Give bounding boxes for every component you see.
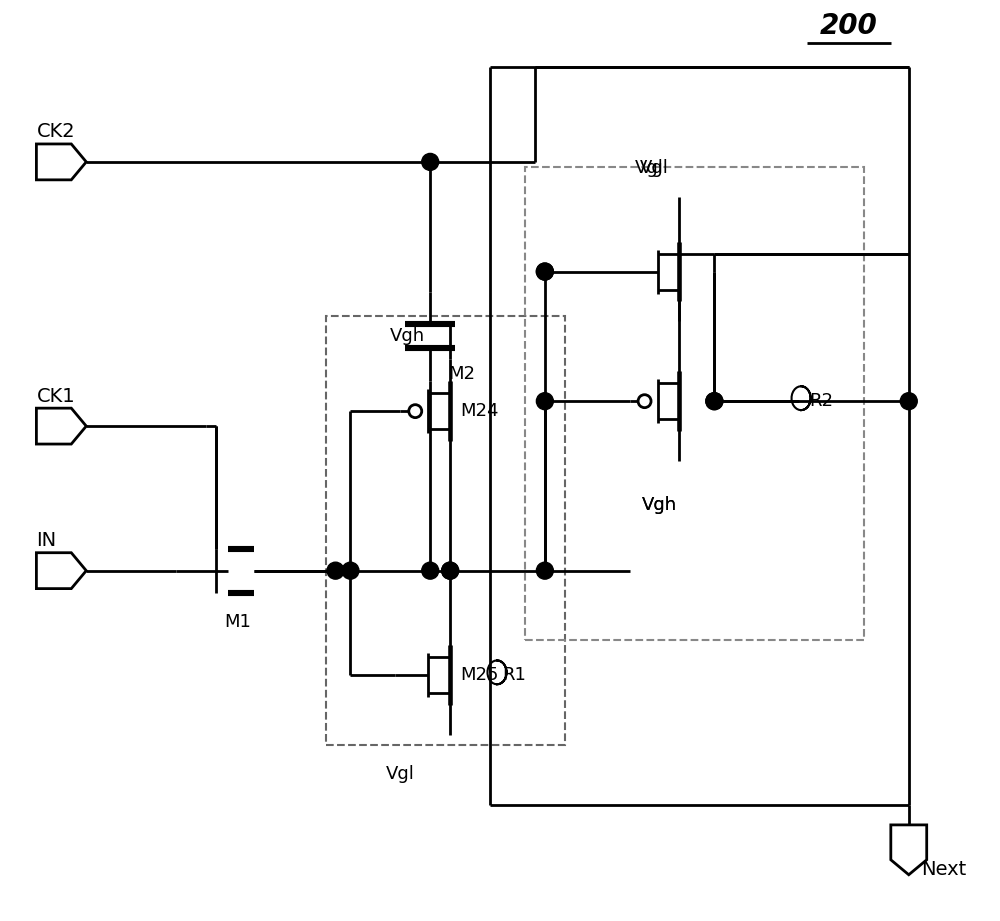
Bar: [326, 317, 565, 745]
Circle shape: [536, 562, 553, 579]
Text: CK1: CK1: [36, 387, 75, 405]
Text: R1: R1: [502, 667, 526, 684]
Circle shape: [327, 562, 344, 579]
Text: 200: 200: [820, 12, 878, 41]
Circle shape: [638, 395, 651, 408]
Text: M25: M25: [460, 667, 499, 684]
Circle shape: [706, 392, 723, 410]
Circle shape: [706, 392, 723, 410]
Text: Vgl: Vgl: [386, 765, 415, 783]
Circle shape: [900, 392, 917, 410]
Text: Vgh: Vgh: [642, 495, 677, 514]
Text: M24: M24: [460, 402, 499, 420]
Text: Vgh: Vgh: [642, 495, 677, 514]
Circle shape: [442, 562, 459, 579]
Circle shape: [342, 562, 359, 579]
Text: M1: M1: [224, 612, 251, 631]
Circle shape: [536, 263, 553, 280]
Circle shape: [422, 562, 439, 579]
Text: IN: IN: [36, 531, 57, 550]
Circle shape: [442, 562, 459, 579]
Bar: [525, 167, 864, 640]
Circle shape: [536, 392, 553, 410]
Text: R2: R2: [809, 392, 833, 410]
Text: Next: Next: [921, 860, 966, 880]
Text: M2: M2: [448, 366, 475, 383]
Text: Vgh: Vgh: [390, 327, 425, 345]
Text: CK2: CK2: [36, 122, 75, 142]
Text: Vgl: Vgl: [635, 158, 664, 177]
Circle shape: [422, 154, 439, 170]
Text: Vgl: Vgl: [640, 158, 669, 177]
Circle shape: [409, 404, 422, 417]
Circle shape: [536, 263, 553, 280]
